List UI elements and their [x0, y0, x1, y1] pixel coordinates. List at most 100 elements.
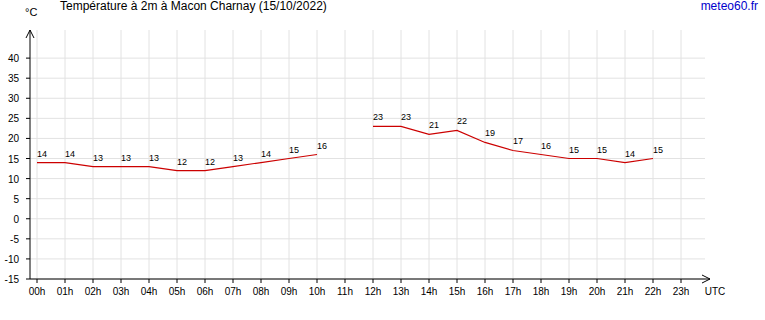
y-tick-label: -15 — [5, 274, 20, 285]
x-tick — [289, 279, 290, 283]
y-tick — [26, 58, 30, 59]
y-tick-label: 40 — [8, 53, 20, 64]
x-tick — [625, 279, 626, 283]
x-tick — [569, 279, 570, 283]
x-tick-label: 11h — [337, 286, 353, 297]
y-label: °C — [25, 6, 37, 18]
x-tick-label: 16h — [477, 286, 494, 297]
source: meteo60.fr — [701, 0, 758, 13]
y-tick — [26, 78, 30, 79]
x-tick-label: 20h — [589, 286, 606, 297]
grid-line-x — [177, 30, 178, 279]
x-tick — [513, 279, 514, 283]
data-label: 15 — [569, 145, 579, 155]
data-label: 19 — [485, 128, 495, 138]
y-tick-label: -5 — [10, 234, 19, 245]
data-label: 21 — [429, 120, 439, 130]
data-label: 12 — [205, 157, 215, 167]
x-tick — [93, 279, 94, 283]
grid-line-y — [30, 98, 705, 99]
x-tick — [177, 279, 178, 283]
data-label: 23 — [401, 112, 411, 122]
data-label: 22 — [457, 116, 467, 126]
data-label: 14 — [261, 149, 271, 159]
x-tick — [37, 279, 38, 283]
x-tick — [317, 279, 318, 283]
x-tick — [373, 279, 374, 283]
data-label: 13 — [233, 153, 243, 163]
y-tick — [26, 218, 30, 219]
x-tick-label: 14h — [421, 286, 438, 297]
data-label: 16 — [541, 141, 551, 151]
data-label: 15 — [597, 145, 607, 155]
x-tick — [681, 279, 682, 283]
grid-line-x — [429, 30, 430, 279]
y-tick — [26, 158, 30, 159]
y-tick-label: 30 — [8, 93, 20, 104]
grid-line-x — [513, 30, 514, 279]
grid-line-x — [457, 30, 458, 279]
data-label: 13 — [93, 153, 103, 163]
y-tick — [26, 178, 30, 179]
y-tick — [26, 258, 30, 259]
y-tick-label: -10 — [5, 254, 20, 265]
x-tick-label: 02h — [85, 286, 102, 297]
grid-line-y — [30, 198, 705, 199]
y-tick-label: 35 — [8, 73, 20, 84]
x-tick — [121, 279, 122, 283]
x-tick — [205, 279, 206, 283]
x-tick-label: 01h — [57, 286, 74, 297]
data-label: 15 — [653, 145, 663, 155]
temperature-line — [37, 155, 317, 171]
y-arrow — [26, 30, 34, 38]
y-tick-label: 0 — [13, 214, 19, 225]
data-label: 15 — [289, 145, 299, 155]
x-tick — [653, 279, 654, 283]
y-tick — [26, 198, 30, 199]
grid-line-y — [30, 238, 705, 239]
data-label: 13 — [121, 153, 131, 163]
grid-line-x — [205, 30, 206, 279]
grid-line-y — [30, 218, 705, 219]
y-axis — [30, 30, 31, 279]
x-tick — [597, 279, 598, 283]
x-tick-label: 13h — [393, 286, 410, 297]
x-tick-label: 08h — [253, 286, 270, 297]
x-tick — [149, 279, 150, 283]
x-tick-label: 03h — [113, 286, 130, 297]
data-label: 14 — [625, 149, 635, 159]
x-tick — [401, 279, 402, 283]
x-tick-label: 09h — [281, 286, 298, 297]
x-tick-label: 23h — [673, 286, 690, 297]
grid-line-x — [373, 30, 374, 279]
y-tick-label: 15 — [8, 154, 20, 165]
x-tick — [233, 279, 234, 283]
data-label: 16 — [317, 141, 327, 151]
x-tick — [65, 279, 66, 283]
x-tick-label: 10h — [309, 286, 326, 297]
x-axis — [30, 279, 710, 280]
x-tick — [261, 279, 262, 283]
grid-line-y — [30, 118, 705, 119]
y-tick — [26, 238, 30, 239]
x-tick-label: 06h — [197, 286, 214, 297]
grid-line-x — [345, 30, 346, 279]
y-tick — [26, 98, 30, 99]
x-tick — [345, 279, 346, 283]
x-tick-label: 17h — [505, 286, 522, 297]
y-tick — [26, 279, 30, 280]
data-label: 12 — [177, 157, 187, 167]
grid-line-x — [485, 30, 486, 279]
x-tick-label: 12h — [365, 286, 382, 297]
data-label: 13 — [149, 153, 159, 163]
plot-area — [37, 126, 653, 170]
temperature-line — [373, 126, 653, 162]
x-tick-label: 18h — [533, 286, 550, 297]
x-tick-label: 19h — [561, 286, 578, 297]
x-arrow — [702, 275, 710, 283]
grid-line-y — [30, 78, 705, 79]
data-label: 14 — [37, 149, 47, 159]
grid-line-y — [30, 258, 705, 259]
y-tick-label: 10 — [8, 174, 20, 185]
x-tick-label: 21h — [617, 286, 634, 297]
